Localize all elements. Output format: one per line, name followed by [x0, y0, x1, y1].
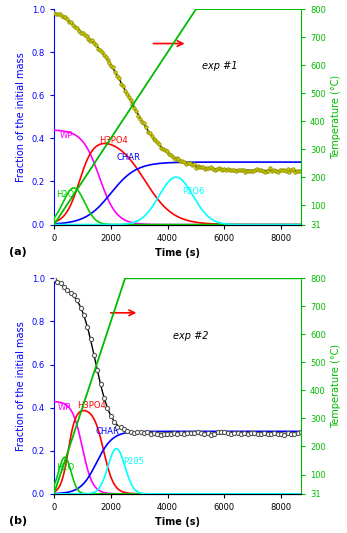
Y-axis label: Fraction of the initial mass: Fraction of the initial mass — [16, 321, 26, 451]
Text: CHAR: CHAR — [95, 426, 119, 435]
Text: exp #2: exp #2 — [173, 330, 209, 341]
Text: H3PO4: H3PO4 — [99, 136, 128, 144]
Y-axis label: Temperature (°C): Temperature (°C) — [331, 344, 341, 428]
Text: CHAR: CHAR — [117, 153, 140, 162]
X-axis label: Time (s): Time (s) — [155, 248, 200, 258]
Y-axis label: Temperature (°C): Temperature (°C) — [331, 75, 341, 159]
Text: H2O: H2O — [56, 463, 75, 472]
Text: WP: WP — [60, 131, 73, 140]
Text: H3PO4: H3PO4 — [77, 401, 106, 410]
Y-axis label: Fraction of the initial mass: Fraction of the initial mass — [16, 52, 26, 182]
Text: H2O: H2O — [56, 190, 75, 199]
X-axis label: Time (s): Time (s) — [155, 518, 200, 528]
Text: P205: P205 — [124, 457, 144, 466]
Text: WP: WP — [58, 403, 71, 412]
Text: exp #1: exp #1 — [202, 61, 237, 71]
Text: (a): (a) — [9, 247, 27, 257]
Text: (b): (b) — [9, 516, 28, 526]
Text: P2O6: P2O6 — [182, 188, 204, 196]
